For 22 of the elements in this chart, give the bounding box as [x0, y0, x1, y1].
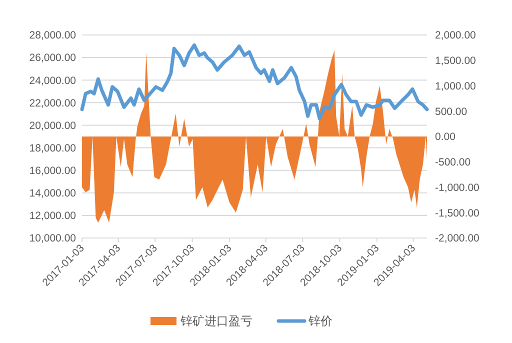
y-tick-label: 18,000.00 — [29, 142, 76, 154]
y-tick-label: 12,000.00 — [29, 210, 76, 222]
line-series — [80, 43, 429, 120]
y-tick-label: 10,000.00 — [29, 232, 76, 245]
legend-label: 锌矿进口盈亏 — [180, 314, 252, 328]
y2-tick-label: 0.00 — [435, 131, 456, 144]
legend-label: 锌价 — [308, 314, 332, 328]
y2-tick-label: -500.00 — [435, 156, 471, 169]
y-tick-label: 28,000.00 — [29, 30, 76, 42]
y2-tick-label: 500.00 — [435, 106, 468, 118]
y2-tick-label: -2,000.00 — [435, 232, 480, 245]
y-tick-label: 24,000.00 — [29, 74, 76, 87]
y2-tick-label: 1,000.00 — [435, 80, 476, 92]
y-tick-label: 20,000.00 — [29, 120, 76, 132]
y2-tick-label: 1,500.00 — [435, 55, 476, 68]
y-tick-label: 16,000.00 — [29, 165, 76, 178]
y2-tick-label: 2,000.00 — [435, 30, 476, 42]
y-tick-label: 26,000.00 — [29, 52, 76, 64]
y2-tick-label: -1,000.00 — [435, 182, 480, 194]
y2-tick-label: -1,500.00 — [435, 207, 480, 220]
y-tick-label: 14,000.00 — [29, 188, 76, 200]
y-tick-label: 22,000.00 — [29, 97, 76, 110]
